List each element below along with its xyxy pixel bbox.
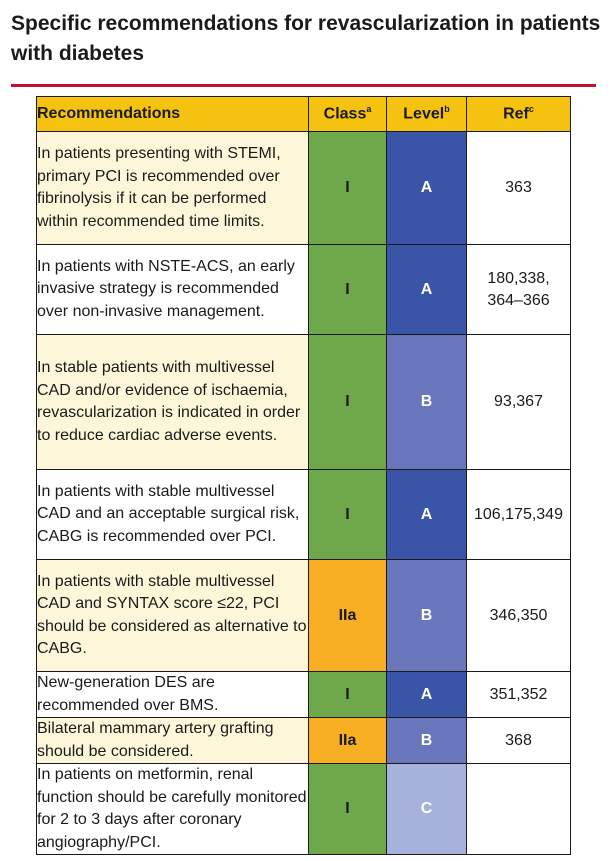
class-cell: IIa	[308, 559, 387, 672]
ref-cell: 368	[466, 717, 571, 764]
table-row: New-generation DES are recommended over …	[36, 671, 571, 718]
class-cell: I	[308, 244, 387, 335]
recommendations-table: Recommendations Classa Levelb Refc In pa…	[36, 96, 571, 855]
level-cell: A	[386, 244, 467, 335]
table-row: In patients with stable multivessel CAD …	[36, 469, 571, 560]
table-row: In stable patients with multivessel CAD …	[36, 334, 571, 470]
level-cell: B	[386, 559, 467, 672]
level-cell: C	[386, 763, 467, 855]
recommendation-text: In patients on metformin, renal function…	[36, 763, 309, 855]
class-cell: I	[308, 469, 387, 560]
ref-cell: 180,338, 364–366	[466, 244, 571, 335]
ref-cell: 346,350	[466, 559, 571, 672]
class-cell: IIa	[308, 717, 387, 764]
table-row: In patients with NSTE-ACS, an early inva…	[36, 244, 571, 335]
table-row: In patients on metformin, renal function…	[36, 763, 571, 855]
ref-cell: 363	[466, 131, 571, 245]
class-cell: I	[308, 334, 387, 470]
recommendation-text: In patients with NSTE-ACS, an early inva…	[36, 244, 309, 335]
recommendation-text: New-generation DES are recommended over …	[36, 671, 309, 718]
header-level: Levelb	[386, 96, 467, 132]
ref-cell: 93,367	[466, 334, 571, 470]
recommendation-text: In stable patients with multivessel CAD …	[36, 334, 309, 470]
ref-cell: 351,352	[466, 671, 571, 718]
class-cell: I	[308, 671, 387, 718]
recommendation-text: In patients presenting with STEMI, prima…	[36, 131, 309, 245]
title-divider	[11, 84, 596, 87]
recommendation-text: In patients with stable multivessel CAD …	[36, 469, 309, 560]
header-ref: Refc	[466, 96, 571, 132]
recommendation-text: Bilateral mammary artery grafting should…	[36, 717, 309, 764]
table-header-row: Recommendations Classa Levelb Refc	[36, 96, 571, 132]
ref-cell: 106,175,349	[466, 469, 571, 560]
table-row: In patients with stable multivessel CAD …	[36, 559, 571, 672]
page-title: Specific recommendations for revasculari…	[11, 12, 601, 65]
class-cell: I	[308, 763, 387, 855]
level-cell: A	[386, 671, 467, 718]
recommendation-text: In patients with stable multivessel CAD …	[36, 559, 309, 672]
header-recommendations: Recommendations	[36, 96, 309, 132]
level-cell: A	[386, 131, 467, 245]
table-row: Bilateral mammary artery grafting should…	[36, 717, 571, 764]
level-cell: B	[386, 717, 467, 764]
table-row: In patients presenting with STEMI, prima…	[36, 131, 571, 245]
level-cell: A	[386, 469, 467, 560]
class-cell: I	[308, 131, 387, 245]
header-class: Classa	[308, 96, 387, 132]
level-cell: B	[386, 334, 467, 470]
ref-cell	[466, 763, 571, 855]
